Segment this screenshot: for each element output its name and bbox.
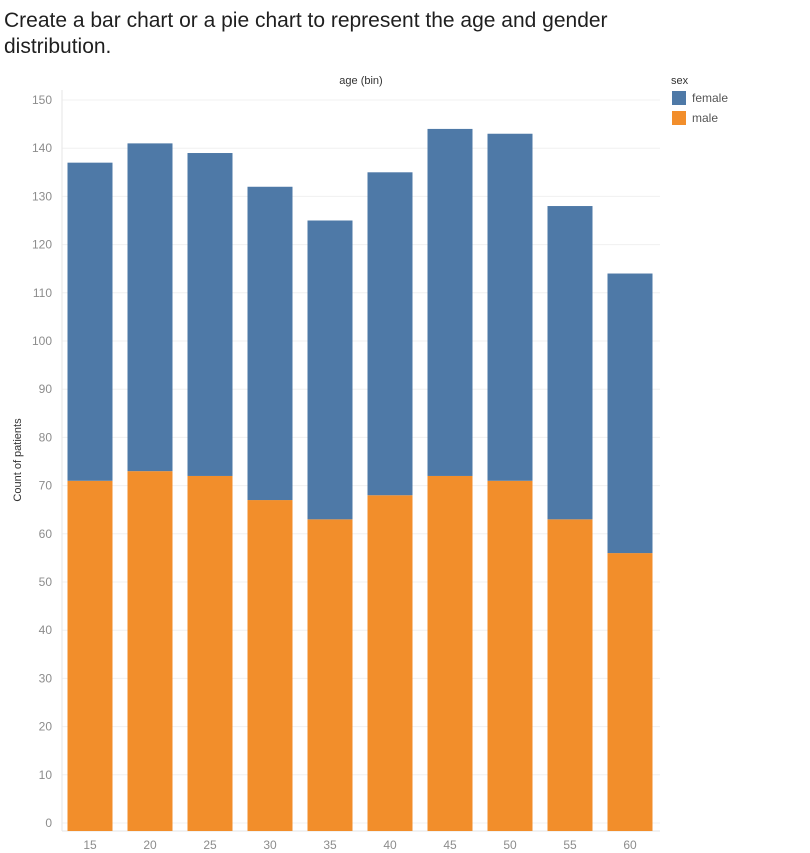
y-tick-label: 50 (39, 575, 53, 589)
bar-male-45 (427, 475, 473, 831)
x-tick-label: 20 (143, 838, 157, 852)
bar-female-40 (367, 172, 413, 496)
x-tick-label: 15 (83, 838, 97, 852)
y-tick-label: 30 (39, 671, 53, 685)
bar-male-15 (67, 480, 113, 831)
x-axis-ticks: 15 20 25 30 35 40 45 50 55 60 (83, 838, 637, 852)
chart-title: age (bin) (339, 75, 382, 87)
y-tick-label: 130 (32, 189, 52, 203)
legend-swatch-female (672, 91, 686, 105)
y-tick-label: 150 (32, 93, 52, 107)
y-axis-ticks: 0 10 20 30 40 50 60 70 80 90 100 110 120 130 140 150 (32, 93, 52, 830)
y-tick-label: 60 (39, 527, 53, 541)
bar-male-20 (127, 471, 173, 831)
y-tick-label: 140 (32, 141, 52, 155)
y-tick-label: 90 (39, 382, 53, 396)
bar-female-35 (307, 220, 353, 520)
y-tick-label: 120 (32, 238, 52, 252)
bar-male-35 (307, 519, 353, 831)
y-tick-label: 100 (32, 334, 52, 348)
y-tick-label: 40 (39, 623, 53, 637)
y-tick-label: 110 (33, 286, 52, 300)
bar-female-15 (67, 162, 113, 481)
y-axis-title: Count of patients (12, 418, 24, 502)
bar-male-30 (247, 500, 293, 831)
bar-male-25 (187, 475, 233, 831)
x-tick-label: 30 (263, 838, 277, 852)
x-tick-label: 40 (383, 838, 397, 852)
bar-male-55 (547, 519, 593, 831)
page-title: Create a bar chart or a pie chart to rep… (4, 9, 608, 58)
bar-female-50 (487, 133, 533, 481)
x-tick-label: 25 (203, 838, 217, 852)
bar-female-55 (547, 206, 593, 520)
bar-male-50 (487, 480, 533, 831)
legend-swatch-male (672, 111, 686, 125)
y-tick-label: 0 (45, 816, 52, 830)
x-tick-label: 35 (323, 838, 337, 852)
bar-female-30 (247, 186, 293, 501)
y-tick-label: 70 (39, 479, 53, 493)
legend-title: sex (671, 75, 689, 87)
legend: sex female male (671, 75, 728, 125)
legend-label-male: male (692, 111, 718, 125)
bar-female-45 (427, 128, 473, 476)
y-tick-label: 10 (39, 768, 53, 782)
x-tick-label: 45 (443, 838, 457, 852)
bar-female-20 (127, 143, 173, 472)
x-tick-label: 50 (503, 838, 517, 852)
bars (67, 128, 653, 831)
y-tick-label: 20 (39, 720, 53, 734)
legend-label-female: female (692, 91, 728, 105)
y-tick-label: 80 (39, 430, 53, 444)
bar-male-40 (367, 495, 413, 831)
x-tick-label: 60 (623, 838, 637, 852)
x-tick-label: 55 (563, 838, 577, 852)
bar-female-60 (607, 273, 653, 554)
bar-female-25 (187, 153, 233, 476)
bar-male-60 (607, 553, 653, 831)
